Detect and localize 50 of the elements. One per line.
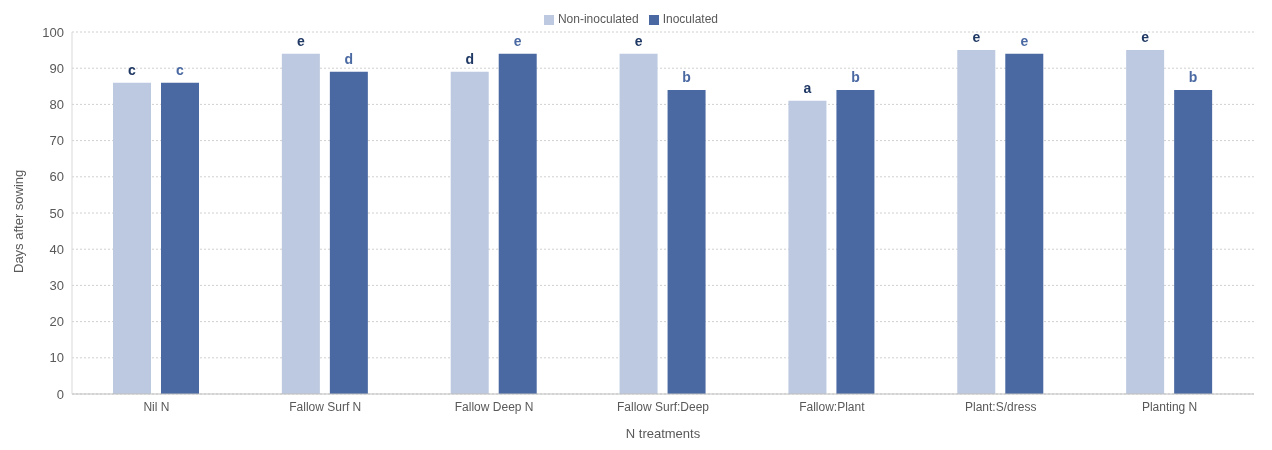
legend-label: Non-inoculated (557, 12, 639, 26)
x-axis-title: N treatments (625, 426, 701, 441)
x-tick-label: Nil N (143, 399, 170, 414)
data-label: c (176, 61, 185, 78)
bar (619, 53, 658, 394)
bar (1005, 53, 1044, 394)
data-label: a (803, 79, 812, 96)
bar (957, 50, 996, 394)
x-tick-label: Fallow Surf:Deep (616, 399, 710, 414)
data-label: d (344, 50, 354, 67)
data-label: b (851, 68, 860, 85)
y-tick-label: 0 (56, 386, 64, 402)
bar (667, 89, 706, 394)
bar (498, 53, 537, 394)
y-tick-label: 30 (49, 278, 64, 294)
data-label: e (634, 32, 643, 49)
bar (788, 100, 827, 394)
x-tick-label: Fallow Deep N (454, 399, 534, 414)
y-tick-label: 10 (49, 350, 64, 366)
bar (329, 71, 368, 394)
bar (450, 71, 489, 394)
bar (836, 89, 875, 394)
y-tick-label: 40 (49, 241, 64, 257)
y-axis-title: Days after sowing (10, 169, 26, 273)
y-tick-label: 90 (49, 60, 64, 76)
bar (161, 82, 199, 394)
bar (113, 82, 151, 394)
data-label: e (513, 32, 522, 49)
data-label: e (1020, 32, 1029, 49)
y-tick-label: 100 (42, 24, 64, 40)
y-tick-label: 80 (49, 97, 64, 113)
data-label: d (465, 50, 474, 67)
data-label: e (972, 29, 981, 46)
y-tick-label: 50 (49, 205, 64, 221)
y-tick-label: 60 (49, 169, 64, 185)
bar (281, 53, 320, 394)
data-label: c (128, 61, 137, 78)
y-tick-label: 20 (49, 314, 64, 330)
data-label: e (296, 32, 305, 49)
data-label: b (1188, 68, 1198, 85)
data-label: e (1141, 29, 1150, 46)
x-tick-label: Plant:S/dress (965, 399, 1037, 414)
bar (1126, 50, 1165, 394)
x-tick-label: Fallow Surf N (289, 399, 362, 414)
x-tick-label: Planting N (1141, 399, 1198, 414)
data-label: b (682, 68, 691, 85)
legend-label: Inoculated (662, 12, 719, 26)
y-tick-label: 70 (49, 133, 64, 149)
bar (1174, 89, 1213, 394)
x-tick-label: Fallow:Plant (799, 399, 866, 414)
